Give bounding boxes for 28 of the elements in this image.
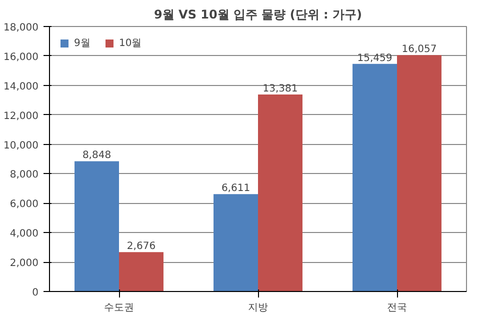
bar	[352, 64, 397, 292]
legend-label: 10월	[119, 37, 142, 50]
data-label: 15,459	[357, 52, 392, 64]
bar	[214, 194, 258, 292]
bar	[119, 252, 164, 292]
y-tick-label: 6,000	[10, 199, 39, 210]
data-label: 8,848	[82, 150, 112, 162]
y-tick-label: 10,000	[4, 140, 39, 152]
y-tick-label: 0	[32, 288, 39, 298]
x-tick-label: 전국	[387, 302, 407, 314]
y-tick-label: 8,000	[10, 170, 39, 181]
y-tick-label: 14,000	[4, 81, 39, 92]
data-label: 13,381	[262, 84, 298, 94]
data-label: 2,676	[126, 241, 156, 252]
data-label: 6,611	[221, 183, 250, 194]
legend-label: 9월	[74, 37, 92, 50]
chart-title: 9월 VS 10월 입주 물량 (단위 : 가구)	[154, 8, 362, 22]
bar	[258, 94, 302, 292]
bar	[397, 55, 442, 292]
x-tick-label: 지방	[248, 302, 268, 314]
y-tick-label: 2,000	[10, 258, 39, 270]
y-tick-label: 16,000	[4, 52, 39, 63]
y-tick-label: 12,000	[4, 110, 39, 122]
data-label: 16,057	[402, 44, 437, 56]
y-tick-label: 18,000	[4, 22, 39, 34]
bar	[74, 161, 119, 292]
y-tick-label: 4,000	[10, 228, 39, 240]
x-tick-label: 수도권	[104, 302, 134, 314]
